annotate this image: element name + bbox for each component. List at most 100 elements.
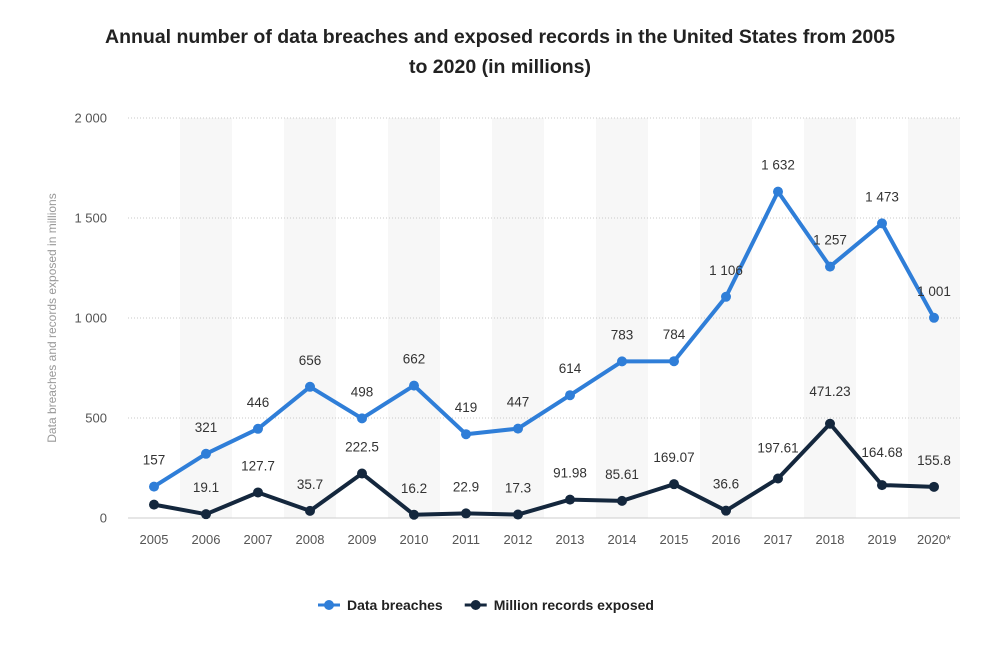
y-tick-label: 0 bbox=[100, 511, 107, 526]
chart-title-line-2: to 2020 (in millions) bbox=[408, 56, 592, 78]
data-label: 419 bbox=[455, 400, 478, 415]
x-tick-label: 2010 bbox=[400, 532, 429, 547]
data-point bbox=[929, 312, 939, 323]
chart-title-line-1: Annual number of data breaches and expos… bbox=[105, 26, 895, 48]
data-point bbox=[253, 487, 263, 498]
data-label: 1 257 bbox=[813, 233, 847, 248]
data-point bbox=[773, 186, 783, 197]
data-label: 614 bbox=[559, 361, 582, 376]
chart-title: Annual number of data breaches and expos… bbox=[0, 22, 1000, 82]
data-label: 1 001 bbox=[917, 284, 951, 299]
data-label: 19.1 bbox=[193, 480, 219, 495]
data-label: 22.9 bbox=[453, 479, 479, 494]
x-tick-label: 2018 bbox=[816, 532, 845, 547]
plot-band bbox=[284, 118, 336, 518]
data-label: 16.2 bbox=[401, 481, 427, 496]
data-label: 36.6 bbox=[713, 477, 739, 492]
y-tick-label: 2 000 bbox=[74, 111, 107, 126]
data-point bbox=[357, 468, 367, 479]
data-point bbox=[409, 380, 419, 391]
x-tick-label: 2007 bbox=[244, 532, 273, 547]
data-point bbox=[305, 505, 315, 516]
data-point bbox=[149, 481, 159, 492]
data-point bbox=[669, 356, 679, 367]
x-axis-ticks: 2005 2006 2007 2008 2009 2010 2011 2012 2013 2014… bbox=[140, 532, 951, 547]
data-label: 1 106 bbox=[709, 263, 743, 278]
data-point bbox=[253, 423, 263, 434]
x-tick-label: 2012 bbox=[504, 532, 533, 547]
data-label: 157 bbox=[143, 453, 166, 468]
data-point bbox=[773, 473, 783, 484]
data-point bbox=[877, 480, 887, 491]
legend-item-0: Data breaches bbox=[318, 597, 443, 613]
x-tick-label: 2019 bbox=[868, 532, 897, 547]
data-label: 127.7 bbox=[241, 458, 275, 473]
data-point bbox=[357, 413, 367, 424]
data-point bbox=[877, 218, 887, 229]
x-tick-label: 2006 bbox=[192, 532, 221, 547]
y-tick-label: 500 bbox=[85, 411, 107, 426]
data-point bbox=[513, 423, 523, 434]
data-point bbox=[201, 509, 211, 520]
data-point bbox=[461, 508, 471, 519]
x-tick-label: 2005 bbox=[140, 532, 169, 547]
data-point bbox=[149, 499, 159, 510]
plot-band bbox=[596, 118, 648, 518]
data-point bbox=[721, 505, 731, 516]
data-label: 784 bbox=[663, 327, 686, 342]
x-tick-label: 2011 bbox=[452, 532, 480, 547]
data-label: 656 bbox=[299, 353, 322, 368]
y-axis-ticks: 0 500 1 000 1 500 2 000 bbox=[74, 111, 107, 526]
data-label: 91.98 bbox=[553, 466, 587, 481]
data-point bbox=[929, 481, 939, 492]
data-label: 197.61 bbox=[757, 440, 798, 455]
series-line bbox=[152, 421, 936, 517]
data-point bbox=[513, 509, 523, 520]
legend-item-1: Million records exposed bbox=[464, 597, 654, 613]
data-point bbox=[565, 494, 575, 505]
data-point bbox=[565, 390, 575, 401]
data-label: 783 bbox=[611, 327, 634, 342]
data-point bbox=[409, 509, 419, 520]
grid-lines bbox=[128, 117, 960, 519]
x-tick-label: 2015 bbox=[660, 532, 689, 547]
y-tick-label: 1 000 bbox=[74, 311, 107, 326]
data-label: 447 bbox=[507, 395, 530, 410]
x-tick-label: 2020* bbox=[917, 532, 951, 547]
data-point bbox=[617, 356, 627, 367]
y-tick-label: 1 500 bbox=[74, 211, 107, 226]
legend-label: Data breaches bbox=[347, 597, 443, 613]
series-line bbox=[152, 189, 936, 489]
series-0: 157 321 446 656 498 662 419 447 614 783 784 1 106 1 … bbox=[143, 158, 951, 492]
legend: Data breaches Million records exposed bbox=[318, 597, 654, 613]
x-tick-label: 2016 bbox=[712, 532, 741, 547]
x-tick-label: 2008 bbox=[296, 532, 325, 547]
data-label: 17.3 bbox=[505, 481, 531, 496]
data-point bbox=[825, 418, 835, 429]
data-label: 446 bbox=[247, 395, 270, 410]
data-label: 471.23 bbox=[809, 384, 850, 399]
data-label: 498 bbox=[351, 384, 374, 399]
y-axis-label: Data breaches and records exposed in mil… bbox=[45, 193, 59, 442]
data-label: 35.7 bbox=[297, 477, 323, 492]
data-label: 321 bbox=[195, 420, 218, 435]
data-point bbox=[721, 291, 731, 302]
data-point bbox=[461, 429, 471, 440]
x-tick-label: 2009 bbox=[348, 532, 377, 547]
series-1: 19.1 127.7 35.7 222.5 16.2 22.9 17.3 91.98 85.61… bbox=[149, 384, 951, 520]
data-point bbox=[617, 495, 627, 506]
data-label: 169.07 bbox=[653, 450, 694, 465]
legend-marker bbox=[324, 600, 334, 610]
x-tick-label: 2014 bbox=[608, 532, 637, 547]
data-label: 662 bbox=[403, 352, 426, 367]
data-label: 164.68 bbox=[861, 445, 902, 460]
data-label: 1 632 bbox=[761, 158, 795, 173]
legend-marker bbox=[470, 600, 481, 610]
series-layer: 157 321 446 656 498 662 419 447 614 783 784 1 106 1 … bbox=[143, 158, 951, 520]
data-label: 1 473 bbox=[865, 189, 899, 204]
legend-label: Million records exposed bbox=[494, 597, 654, 613]
x-tick-label: 2013 bbox=[556, 532, 585, 547]
data-label: 85.61 bbox=[605, 467, 639, 482]
